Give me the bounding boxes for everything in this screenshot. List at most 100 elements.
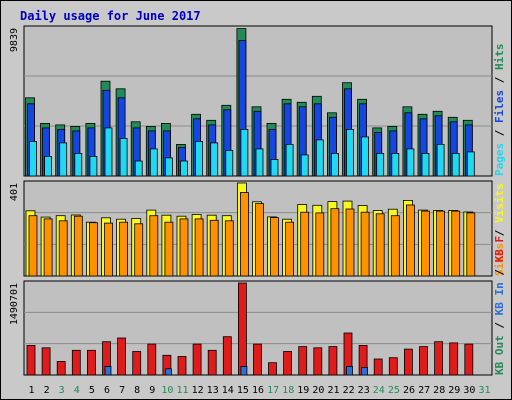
kb-f-bar xyxy=(56,360,66,376)
sites-bar xyxy=(330,208,340,277)
pages-bar xyxy=(361,136,370,177)
kb-f-bar xyxy=(71,349,81,376)
pages-bar xyxy=(164,157,173,177)
kb-f-bar xyxy=(253,343,262,376)
legend-visits: Visits xyxy=(493,183,506,223)
kb-f-bar xyxy=(298,346,308,376)
hits-legend: Pages / Files / Hits xyxy=(493,44,506,177)
x-tick-label: 31 xyxy=(478,385,490,396)
kb-f-bar xyxy=(237,282,247,376)
kb-in-bar xyxy=(240,365,248,376)
visits-legend: Sites / Visits xyxy=(493,183,506,276)
pages-bar xyxy=(270,159,279,177)
kb-f-bar xyxy=(41,347,51,376)
kbytes-ymax-label: 1490701 xyxy=(9,283,20,325)
sites-bar xyxy=(466,212,476,277)
pages-bar xyxy=(466,151,475,177)
panel-visits: 401 xyxy=(9,180,493,277)
sites-bar xyxy=(375,213,385,277)
sites-bar xyxy=(390,215,400,277)
sites-bar xyxy=(209,219,219,277)
x-tick-label: 19 xyxy=(297,385,309,396)
pages-bar xyxy=(29,140,37,177)
x-tick-label: 2 xyxy=(44,385,50,396)
x-tick-label: 17 xyxy=(267,385,279,396)
x-tick-label: 18 xyxy=(282,385,294,396)
pages-bar xyxy=(195,140,204,177)
sites-bar xyxy=(179,218,189,277)
x-tick-label: 3 xyxy=(59,385,65,396)
sites-bar xyxy=(43,218,53,277)
x-tick-label: 15 xyxy=(237,385,249,396)
x-tick-label: 27 xyxy=(418,385,430,396)
x-tick-label: 30 xyxy=(463,385,475,396)
pages-bar xyxy=(134,160,143,177)
kb-f-bar xyxy=(434,341,444,376)
x-tick-label: 25 xyxy=(388,385,400,396)
pages-bar xyxy=(59,142,68,177)
kb-f-bar xyxy=(313,347,323,376)
kb-f-bar xyxy=(419,346,428,376)
sites-bar xyxy=(360,211,370,277)
legend-separator: / xyxy=(493,262,506,282)
pages-bar xyxy=(300,154,309,177)
sites-bar xyxy=(405,204,415,277)
kb-f-bar xyxy=(328,346,338,376)
pages-bar xyxy=(149,148,158,177)
sites-bar xyxy=(285,221,295,277)
chart-title: Daily usage for June 2017 xyxy=(20,9,201,23)
kb-in-bar xyxy=(164,368,172,376)
x-tick-label: 5 xyxy=(89,385,95,396)
hits-ymax-label: 9839 xyxy=(9,28,20,52)
kb-f-bar xyxy=(449,342,459,376)
sites-bar xyxy=(149,215,159,277)
kb-in-bar xyxy=(361,367,369,376)
pages-bar xyxy=(406,148,415,177)
x-tick-label: 23 xyxy=(358,385,370,396)
pages-bar xyxy=(44,155,52,177)
kb-f-bar xyxy=(373,358,383,376)
sites-bar xyxy=(73,215,83,277)
kb-f-bar xyxy=(283,351,293,376)
x-tick-label: 12 xyxy=(192,385,204,396)
legend-kb-in: KB In xyxy=(493,282,506,315)
x-tick-label: 24 xyxy=(373,385,385,396)
pages-bar xyxy=(451,152,460,177)
x-tick-label: 11 xyxy=(176,385,188,396)
pages-bar xyxy=(225,149,234,177)
x-tick-label: 4 xyxy=(74,385,80,396)
pages-bar xyxy=(421,152,430,177)
kb-f-bar xyxy=(464,343,474,376)
x-tick-label: 8 xyxy=(134,385,140,396)
sites-bar xyxy=(164,221,174,277)
sites-bar xyxy=(104,222,113,277)
sites-bar xyxy=(89,222,98,277)
x-tick-label: 14 xyxy=(222,385,234,396)
kb-f-bar xyxy=(177,356,187,376)
kbytes-legend: KB Out / KB In / KB F xyxy=(493,236,506,375)
pages-bar xyxy=(74,152,83,177)
sites-bar xyxy=(239,192,249,277)
pages-bar xyxy=(119,137,128,177)
x-tick-label: 9 xyxy=(149,385,155,396)
pages-bar xyxy=(210,142,219,177)
sites-bar xyxy=(28,215,38,277)
pages-bar xyxy=(391,152,400,177)
x-tick-label: 16 xyxy=(252,385,264,396)
legend-hits: Hits xyxy=(493,44,506,71)
pages-bar xyxy=(104,127,113,177)
kb-f-bar xyxy=(26,344,36,376)
x-tick-label: 26 xyxy=(403,385,415,396)
legend-files: Files xyxy=(493,90,506,123)
kb-in-bar xyxy=(104,365,112,376)
sites-bar xyxy=(315,212,325,277)
kb-in-bar xyxy=(346,365,353,376)
pages-bar xyxy=(436,143,445,177)
legend-separator: / xyxy=(493,123,506,143)
legend-kb-out: KB Out xyxy=(493,335,506,375)
kb-f-bar xyxy=(403,348,413,376)
legend-separator: / xyxy=(493,315,506,335)
pages-bar xyxy=(240,128,249,177)
visits-ymax-label: 401 xyxy=(9,183,20,201)
